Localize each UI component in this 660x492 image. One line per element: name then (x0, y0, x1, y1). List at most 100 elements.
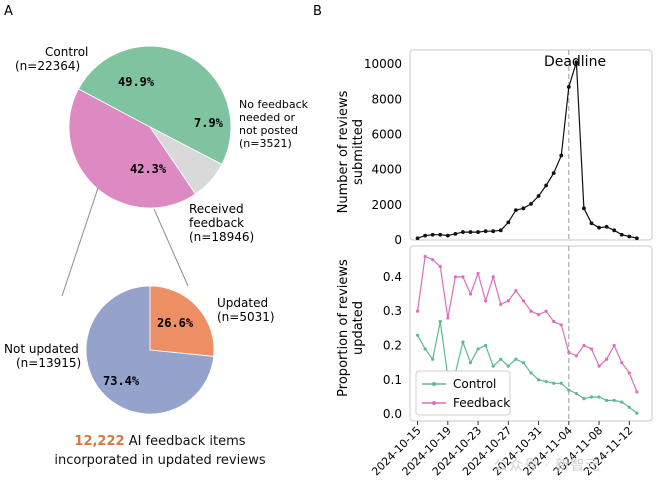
proportion-updated-series-1-point-2 (431, 258, 435, 262)
reviews-count-ytick-label-4: 8000 (371, 92, 402, 106)
proportion-updated-series-0-point-11 (499, 357, 503, 361)
watermark: 公众号 · 新智元 (494, 458, 601, 474)
proportion-updated-series-0-point-17 (544, 379, 548, 384)
top-pie-nofeedback-label-3: not posted (239, 124, 298, 137)
top-pie-feedback-n: (n=18946) (189, 230, 254, 244)
proportion-updated-ytick-label-4: 0.4 (383, 270, 402, 284)
proportion-updated-ytick-label-2: 0.2 (383, 339, 402, 353)
proportion-updated-series-1-point-5 (453, 275, 457, 279)
proportion-updated-series-0-point-23 (589, 395, 594, 399)
proportion-updated-series-1-point-8 (476, 271, 480, 276)
proportion-updated-series-1-point-16 (536, 313, 541, 317)
proportion-updated-series-1-point-1 (423, 254, 427, 258)
top-pie-feedback-pct: 42.3% (130, 162, 167, 176)
proportion-updated-series-0-point-15 (529, 371, 533, 375)
proportion-updated-series-1-point-18 (552, 319, 556, 324)
proportion-updated-series-1-point-14 (521, 299, 526, 303)
bottom-pie-notupdated-n: (n=13915) (16, 356, 81, 370)
proportion-updated-series-0-point-27 (620, 400, 624, 404)
proportion-updated-series-0-point-21 (574, 391, 578, 396)
proportion-updated-series-0-point-29 (635, 411, 639, 415)
proportion-updated-series-1-point-3 (438, 264, 442, 269)
proportion-updated-series-0-point-22 (582, 397, 586, 401)
bottom-y-axis-label-2: updated (351, 301, 366, 355)
top-pie-nofeedback-label-2: needed or (239, 111, 295, 124)
reviews-count-series-0-point-20 (566, 85, 571, 89)
bottom-pie-updated-n: (n=5031) (217, 310, 275, 324)
proportion-updated-legend-marker-1 (432, 401, 436, 405)
top-y-axis-label-2: submitted (351, 119, 366, 185)
proportion-updated-series-0-point-26 (612, 398, 616, 403)
proportion-updated-series-1-point-7 (468, 292, 473, 296)
deadline-annotation: Deadline (544, 54, 606, 70)
proportion-updated-series-1-point-11 (499, 302, 503, 306)
proportion-updated-series-0-point-16 (536, 378, 541, 382)
reviews-count-series-0-point-26 (612, 228, 617, 233)
proportion-updated-series-0-point-7 (468, 361, 473, 365)
zoom-connector-right (153, 208, 189, 287)
reviews-count-line-chart: 0 2000 4000 6000 8000 10000 (364, 49, 653, 247)
proportion-updated-series-0-point-1 (423, 347, 427, 351)
proportion-updated-series-1-point-21 (574, 354, 578, 358)
bottom-pie-updated-pct: 26.6% (157, 316, 194, 330)
bottom-pie-updated-label: Updated (217, 296, 268, 310)
reviews-count-series-0-point-19 (559, 153, 564, 158)
proportion-updated-legend-marker-0 (432, 382, 436, 386)
proportion-updated-series-0-point-10 (491, 364, 495, 368)
proportion-updated-ytick-label-0: 0.0 (383, 407, 402, 421)
proportion-updated-legend-label-0: Control (453, 377, 496, 391)
panel-label-b: B (313, 4, 322, 19)
reviews-count-series-0-point-13 (513, 208, 518, 212)
reviews-count-series-0-point-0 (415, 236, 420, 241)
proportion-updated-series-1-point-13 (514, 289, 518, 293)
reviews-count-ytick-label-1: 2000 (371, 198, 402, 212)
proportion-updated-series-0-point-0 (415, 333, 420, 337)
proportion-updated-ytick-label-3: 0.3 (383, 304, 402, 318)
proportion-updated-series-0-point-2 (431, 357, 435, 361)
pie-slice-bottom-pie-1 (85, 285, 215, 415)
reviews-count-series-0-point-28 (627, 234, 632, 239)
reviews-count-series-0-point-23 (589, 221, 594, 226)
pie-slice-bottom-pie-0 (149, 285, 215, 357)
bottom-y-axis-label-1: Proportion of reviews (336, 259, 351, 397)
reviews-count-series-0-point-8 (476, 230, 480, 234)
proportion-updated-series-0-point-18 (552, 381, 556, 385)
reviews-count-series-0-line (417, 62, 638, 239)
top-pie-control-pct: 49.9% (118, 75, 155, 89)
reviews-count-series-0-point-16 (536, 194, 541, 198)
reviews-count-series-0-point-1 (423, 233, 428, 238)
proportion-updated-series-1-line (417, 255, 638, 393)
proportion-updated-series-1-point-23 (589, 347, 594, 351)
proportion-updated-series-1-point-19 (559, 323, 563, 327)
proportion-updated-series-1-point-9 (484, 299, 488, 303)
reviews-count-series-0-point-2 (430, 232, 435, 237)
proportion-updated-series-0-point-8 (476, 347, 480, 351)
proportion-updated-series-1-point-6 (461, 275, 465, 279)
proportion-updated-series-0-point-25 (605, 398, 609, 403)
reviews-count-ytick-label-5: 10000 (364, 57, 402, 71)
pie-slice-top-pie-0 (77, 45, 232, 165)
proportion-updated-line-chart: 0.00.10.20.30.42024-10-152024-10-192024-… (369, 245, 653, 478)
reviews-count-series-0-point-4 (445, 233, 450, 238)
top-pie-nofeedback-n: (n=3521) (239, 137, 292, 150)
proportion-updated-series-0-point-6 (461, 340, 465, 344)
proportion-updated-series-0-point-19 (559, 381, 563, 385)
proportion-updated-series-0-point-3 (438, 319, 442, 324)
bottom-pie-chart (85, 285, 215, 415)
reviews-count-series-0-point-24 (597, 225, 601, 230)
proportion-updated-series-1-point-26 (612, 343, 616, 348)
reviews-count-series-0-point-11 (498, 228, 503, 233)
caption-highlight: 12,222 (74, 434, 125, 449)
top-pie-nofeedback-label-1: No feedback (239, 98, 309, 111)
proportion-updated-series-0-point-9 (484, 343, 488, 348)
bottom-pie-notupdated-pct: 73.4% (103, 374, 140, 388)
reviews-count-series-0-point-18 (551, 171, 556, 176)
reviews-count-series-0-point-21 (574, 60, 579, 65)
pie-caption: 12,222 AI feedback items incorporated in… (20, 432, 300, 470)
pie-slice-top-pie-2 (68, 88, 196, 209)
reviews-count-frame (409, 49, 653, 241)
reviews-count-ytick-label-0: 0 (394, 233, 402, 247)
proportion-updated-legend (415, 370, 511, 416)
top-pie-control-label: Control (45, 45, 88, 59)
proportion-updated-series-1-point-25 (605, 357, 609, 361)
